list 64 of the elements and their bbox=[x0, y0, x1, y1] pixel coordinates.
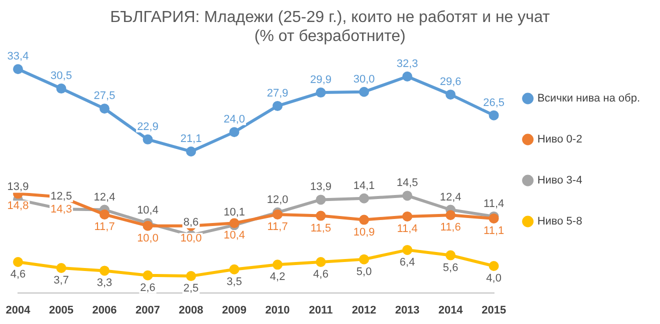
data-label: 30,5 bbox=[50, 70, 72, 82]
data-label: 8,6 bbox=[183, 216, 199, 229]
data-label: 5,0 bbox=[356, 266, 372, 278]
data-label: 5,6 bbox=[442, 262, 458, 274]
data-label: 27,9 bbox=[266, 87, 288, 100]
x-tick-label: 2008 bbox=[178, 304, 204, 316]
data-label: 13,9 bbox=[7, 181, 29, 194]
data-label: 11,5 bbox=[310, 222, 332, 234]
x-tick-label: 2014 bbox=[438, 304, 464, 316]
legend-label: Ниво 3-4 bbox=[537, 174, 582, 187]
x-tick-label: 2007 bbox=[136, 304, 160, 316]
data-label: 11,7 bbox=[94, 220, 115, 233]
x-tick-label: 2011 bbox=[308, 304, 333, 316]
data-label: 10,4 bbox=[137, 204, 158, 217]
data-label: 2,5 bbox=[183, 282, 199, 295]
data-label: 11,6 bbox=[440, 222, 461, 234]
data-label: 13,9 bbox=[310, 181, 332, 194]
x-tick-label: 2013 bbox=[395, 304, 420, 316]
data-label: 4,6 bbox=[10, 268, 26, 281]
data-label: 10,4 bbox=[224, 230, 245, 242]
data-label: 26,5 bbox=[483, 96, 505, 109]
data-label: 3,3 bbox=[96, 277, 112, 290]
data-label: 6,4 bbox=[400, 256, 415, 268]
x-tick-label: 2012 bbox=[352, 304, 376, 316]
legend-label: Ниво 5-8 bbox=[537, 216, 582, 228]
data-label: 4,2 bbox=[270, 271, 286, 284]
data-label: 10,0 bbox=[180, 232, 202, 244]
data-label: 11,4 bbox=[484, 198, 504, 210]
data-label: 12,0 bbox=[266, 194, 288, 206]
data-label: 10,1 bbox=[224, 206, 245, 219]
data-label: 12,4 bbox=[94, 191, 116, 204]
data-label: 3,7 bbox=[54, 274, 69, 287]
data-label: 2,6 bbox=[140, 282, 156, 294]
chart-subtitle: (% от безработните) bbox=[254, 28, 406, 46]
x-tick-label: 2006 bbox=[92, 304, 117, 316]
data-label: 14,8 bbox=[7, 200, 29, 212]
data-label: 33,4 bbox=[7, 50, 29, 63]
data-label: 11,1 bbox=[484, 224, 504, 237]
data-label: 4,6 bbox=[313, 268, 328, 281]
x-tick-label: 2004 bbox=[6, 304, 32, 316]
data-label: 11,4 bbox=[397, 222, 418, 235]
legend-label: Всички нива на обр. bbox=[537, 92, 640, 105]
data-label: 11,7 bbox=[267, 220, 288, 233]
data-label: 14,5 bbox=[396, 177, 418, 190]
data-label: 24,0 bbox=[224, 114, 245, 126]
data-label: 32,3 bbox=[396, 58, 418, 70]
data-label: 10,0 bbox=[137, 232, 158, 244]
x-tick-label: 2010 bbox=[265, 304, 290, 316]
data-label: 3,5 bbox=[226, 276, 242, 288]
x-tick-label: 2015 bbox=[482, 304, 506, 316]
data-label: 29,9 bbox=[310, 74, 332, 86]
data-label: 29,6 bbox=[440, 76, 462, 88]
data-label: 27,5 bbox=[94, 90, 116, 102]
data-label: 12,4 bbox=[440, 191, 462, 204]
x-tick-label: 2009 bbox=[222, 304, 247, 316]
data-label: 22,9 bbox=[137, 120, 158, 133]
data-label: 21,1 bbox=[180, 133, 202, 146]
chart-title: БЪЛГАРИЯ: Младежи (25-29 г.), които не работят и не учат bbox=[110, 9, 551, 26]
data-label: 14,1 bbox=[353, 180, 375, 192]
legend-label: Ниво 0-2 bbox=[537, 134, 582, 146]
data-label: 30,0 bbox=[353, 73, 375, 86]
data-label: 4,0 bbox=[486, 272, 502, 285]
x-tick-label: 2005 bbox=[49, 304, 74, 316]
data-label: 10,9 bbox=[353, 226, 375, 238]
